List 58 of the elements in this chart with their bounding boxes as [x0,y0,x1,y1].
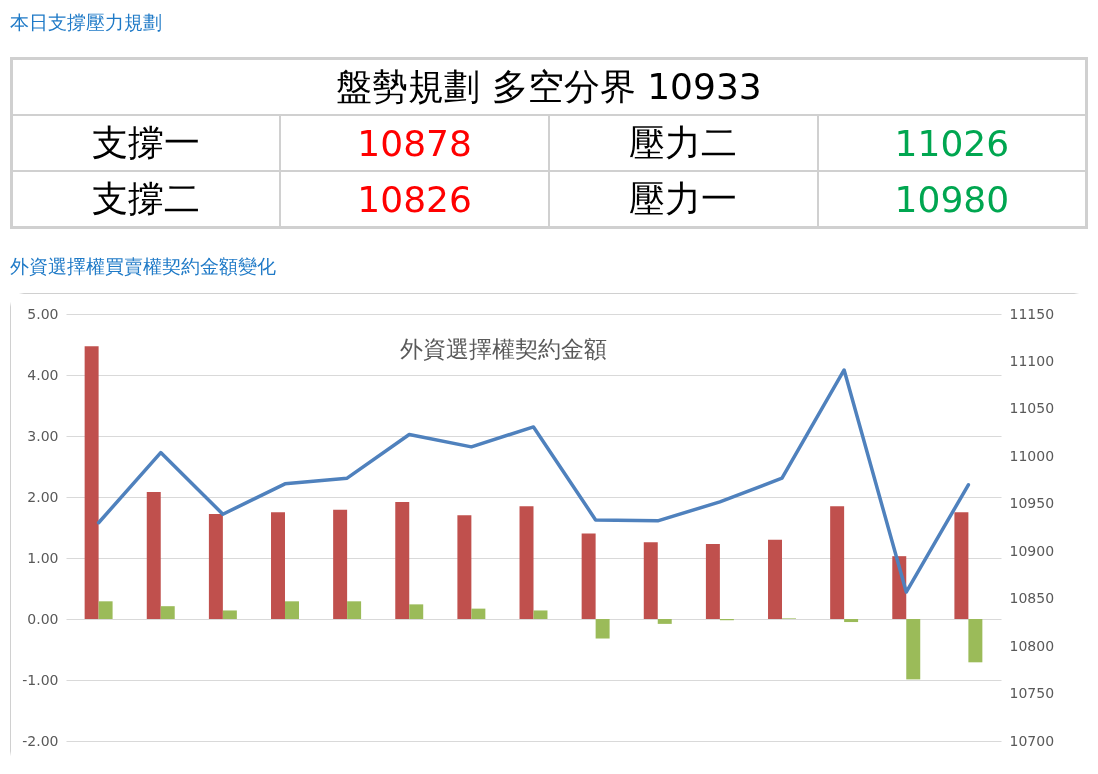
bar [519,506,534,619]
text: 本日支撐壓力規劃 [10,10,162,35]
text: 壓力一 [549,171,818,228]
y-tick-label: 2.00 [27,488,59,505]
bar [160,606,175,619]
y2-tick-label: 10950 [1009,495,1055,512]
bar [968,619,983,663]
y2-tick-label: 11000 [1009,447,1055,464]
text: 壓力二 [549,115,818,171]
text: 支撐二 [11,171,281,228]
bar [657,619,672,624]
chart-title: 外資選擇權買賣權契約金額變化 [10,254,276,279]
text: 支撐一 [11,115,281,171]
y-tick-label: -2.00 [22,732,59,749]
bar [208,514,223,619]
y2-tick-label: 11100 [1009,352,1055,369]
y2-tick-label: 10800 [1009,637,1055,654]
bar [285,601,299,619]
text: 10980 [817,171,1087,228]
y2-tick-label: 11050 [1009,400,1055,417]
bar [705,543,720,619]
y2-tick-label: 10900 [1009,542,1055,559]
bar [471,608,486,619]
line-series [96,368,971,594]
y2-tick-label: 10850 [1009,590,1055,607]
bar [595,619,610,639]
text: 11026 [817,115,1087,171]
bar [457,515,472,619]
bar [643,542,658,619]
bar [830,506,845,619]
y2-tick-label: 10700 [1009,732,1055,749]
bar [844,619,859,623]
text: 10826 [280,171,549,228]
bar [333,509,348,619]
bar [906,619,921,680]
bar [954,512,969,619]
y-tick-label: -1.00 [22,671,59,688]
y-tick-label: 5.00 [27,305,59,322]
y2-tick-label: 10750 [1009,685,1055,702]
bar [146,492,161,619]
y-tick-label: 3.00 [27,427,59,444]
text: 10878 [280,115,549,171]
bar [409,604,424,619]
bar [98,601,113,619]
bar [533,610,548,619]
text: 盤勢規劃 多空分界 10933 [11,58,1087,115]
y-tick-label: 4.00 [27,366,59,383]
bar [222,610,237,619]
bar [347,601,362,619]
bar [581,533,596,619]
bar [271,512,285,619]
bar [768,539,782,619]
bar [395,501,410,619]
bar [84,346,99,619]
y-tick-label: 1.00 [27,549,59,566]
y-tick-label: 0.00 [27,610,59,627]
y2-tick-label: 11150 [1009,305,1055,322]
text: 外資選擇權契約金額 [400,336,607,362]
